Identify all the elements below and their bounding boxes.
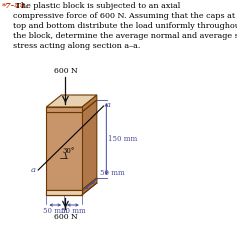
Polygon shape [82,178,97,195]
Text: 50 mm: 50 mm [61,207,85,215]
Text: *7-44.: *7-44. [1,2,28,10]
Polygon shape [82,100,97,190]
Text: The plastic block is subjected to an axial
compressive force of 600 N. Assuming : The plastic block is subjected to an axi… [13,2,237,50]
Polygon shape [46,112,82,190]
Text: 30°: 30° [62,147,74,155]
Polygon shape [46,190,82,195]
Text: 50 mm: 50 mm [100,169,124,177]
Polygon shape [46,100,97,112]
Text: 150 mm: 150 mm [108,135,138,143]
Text: a: a [30,166,36,174]
Polygon shape [46,95,97,107]
Text: 600 N: 600 N [54,213,77,221]
Text: a: a [106,101,111,109]
Polygon shape [46,190,82,195]
Polygon shape [46,107,82,112]
Text: 600 N: 600 N [54,67,77,75]
Polygon shape [82,95,97,112]
Text: 50 mm: 50 mm [43,207,68,215]
